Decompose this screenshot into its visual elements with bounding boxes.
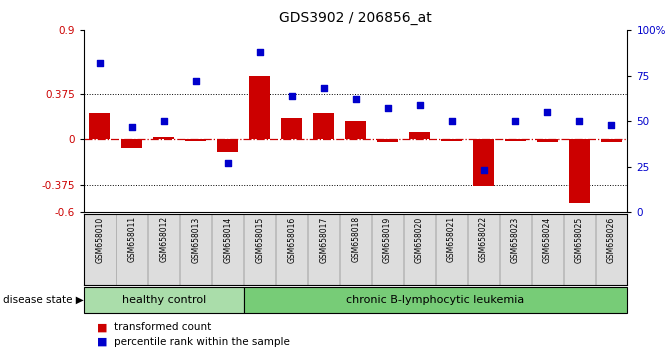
Bar	[212, 214, 244, 285]
Bar	[121, 139, 142, 148]
Text: GSM658019: GSM658019	[383, 216, 392, 263]
Bar	[569, 139, 590, 203]
Point	[222, 160, 233, 166]
Point	[254, 49, 265, 55]
Bar	[250, 76, 270, 139]
Text: disease state ▶: disease state ▶	[3, 295, 84, 305]
Text: GSM658023: GSM658023	[511, 216, 520, 263]
Point	[478, 168, 489, 173]
Point	[126, 124, 137, 130]
Bar	[154, 137, 174, 139]
Text: GDS3902 / 206856_at: GDS3902 / 206856_at	[279, 11, 432, 25]
Bar	[308, 214, 340, 285]
Bar	[84, 214, 115, 285]
Bar	[313, 113, 334, 139]
Bar	[505, 139, 526, 141]
Point	[382, 105, 393, 111]
Bar	[596, 214, 627, 285]
Bar	[340, 214, 371, 285]
Bar	[372, 214, 403, 285]
Text: GSM658016: GSM658016	[287, 216, 296, 263]
Point	[350, 97, 361, 102]
Bar	[564, 214, 595, 285]
Bar	[500, 214, 531, 285]
Text: GSM658014: GSM658014	[223, 216, 232, 263]
Point	[95, 60, 105, 66]
Bar	[281, 118, 302, 139]
Text: percentile rank within the sample: percentile rank within the sample	[114, 337, 290, 347]
Bar	[537, 139, 558, 142]
Bar	[436, 214, 467, 285]
Text: healthy control: healthy control	[121, 295, 206, 305]
Bar	[89, 113, 110, 139]
Text: GSM658018: GSM658018	[351, 216, 360, 262]
Text: GSM658012: GSM658012	[159, 216, 168, 262]
Bar	[377, 139, 398, 142]
Text: GSM658011: GSM658011	[127, 216, 136, 262]
Text: ■: ■	[97, 337, 108, 347]
Text: GSM658022: GSM658022	[479, 216, 488, 262]
Bar	[244, 287, 627, 313]
Point	[414, 102, 425, 108]
Bar	[244, 214, 275, 285]
Point	[191, 78, 201, 84]
Point	[542, 109, 553, 115]
Text: transformed count: transformed count	[114, 322, 211, 332]
Point	[287, 93, 297, 98]
Bar	[346, 121, 366, 139]
Bar	[84, 287, 244, 313]
Bar	[468, 214, 499, 285]
Point	[318, 86, 329, 91]
Bar	[217, 139, 238, 152]
Bar	[180, 214, 211, 285]
Point	[606, 122, 617, 128]
Text: GSM658013: GSM658013	[191, 216, 200, 263]
Bar	[276, 214, 307, 285]
Bar	[473, 139, 494, 185]
Bar	[116, 214, 148, 285]
Text: GSM658010: GSM658010	[95, 216, 105, 263]
Point	[574, 118, 585, 124]
Text: GSM658025: GSM658025	[575, 216, 584, 263]
Bar	[185, 139, 206, 141]
Point	[510, 118, 521, 124]
Bar	[532, 214, 563, 285]
Text: GSM658020: GSM658020	[415, 216, 424, 263]
Text: GSM658021: GSM658021	[447, 216, 456, 262]
Bar	[441, 139, 462, 141]
Text: GSM658024: GSM658024	[543, 216, 552, 263]
Bar	[409, 132, 430, 139]
Bar	[404, 214, 435, 285]
Point	[158, 118, 169, 124]
Text: chronic B-lymphocytic leukemia: chronic B-lymphocytic leukemia	[346, 295, 525, 305]
Bar	[148, 214, 179, 285]
Text: GSM658015: GSM658015	[255, 216, 264, 263]
Point	[446, 118, 457, 124]
Bar	[601, 139, 622, 142]
Text: GSM658026: GSM658026	[607, 216, 616, 263]
Text: ■: ■	[97, 322, 108, 332]
Text: GSM658017: GSM658017	[319, 216, 328, 263]
